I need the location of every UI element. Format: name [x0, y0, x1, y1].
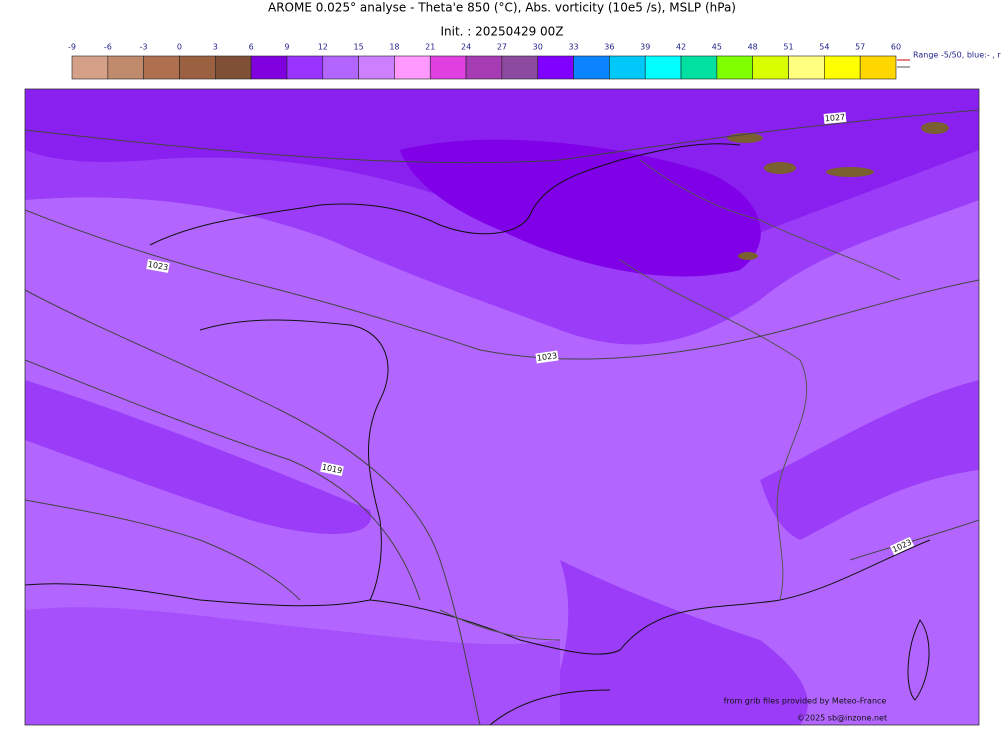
colorbar: -9 -6 -3 0 3 6 9 12 15 18 21 24 27 30 33 36 39 42 45 48 51 54…: [68, 43, 901, 80]
isobar-label: 1023: [535, 350, 559, 364]
colorbar-box: [465, 55, 503, 80]
colorbar-box: [429, 55, 467, 80]
coastlines: [25, 143, 931, 725]
colorbar-box: [859, 55, 897, 80]
isobar-label: 1023: [146, 259, 170, 273]
isobar-label: 1027: [823, 112, 847, 124]
colorbar-tick-label: 36: [604, 43, 614, 52]
colorbar-box: [501, 55, 539, 80]
colorbar-box: [537, 55, 574, 80]
isobar-label: 1019: [320, 461, 344, 477]
colorbar-tick-label: 24: [461, 43, 471, 52]
colorbar-tick-label: 33: [568, 43, 578, 52]
colorbar-box: [752, 55, 789, 80]
colorbar-box: [358, 55, 395, 80]
isobar-label-text: 1027: [824, 113, 845, 124]
colorbar-box: [573, 55, 610, 80]
colorbar-box: [250, 55, 288, 80]
colorbar-box: [286, 55, 324, 80]
colorbar-tick-label: 0: [177, 43, 182, 52]
colorbar-tick-label: 12: [318, 43, 328, 52]
range-note: Range -5/50, blue:- , r: [913, 51, 1001, 60]
copyright: ©2025 sb@inzone.net: [797, 714, 887, 723]
isobar-label-text: 1023: [536, 351, 557, 363]
map-frame: [24, 88, 980, 726]
borders: [439, 159, 901, 641]
colorbar-tick-label: 18: [389, 43, 399, 52]
isobar-label-bg: [320, 461, 344, 477]
isobar-label-bg: [823, 112, 847, 124]
colorbar-box: [107, 55, 144, 80]
colorbar-tick-label: 9: [284, 43, 289, 52]
isobars: [25, 109, 979, 725]
colorbar-box: [716, 55, 753, 80]
colorbar-tick-label: 45: [712, 43, 722, 52]
colorbar-tick-label: 54: [819, 43, 829, 52]
colorbar-tick-label: -3: [140, 43, 148, 52]
isobar-label-text: 1023: [147, 260, 169, 272]
isobar-label-bg: [889, 536, 915, 556]
colorbar-tick-label: 21: [425, 43, 435, 52]
colorbar-box: [824, 55, 861, 80]
colorbar-tick-label: 15: [354, 43, 364, 52]
colorbar-tick-label: 30: [533, 43, 543, 52]
colorbar-box: [644, 55, 682, 80]
colorbar-box: [143, 55, 180, 80]
colorbar-tick-label: 6: [249, 43, 254, 52]
colorbar-tick-label: -9: [68, 43, 76, 52]
colorbar-box: [179, 55, 216, 80]
colorbar-box: [215, 55, 252, 80]
credit: from grib files provided by Meteo-France: [724, 697, 887, 706]
colorbar-tick-label: 42: [676, 43, 686, 52]
init-time: Init. : 20250429 00Z: [440, 25, 563, 39]
isobar-label-text: 1019: [321, 462, 343, 475]
colorbar-tick-label: 3: [213, 43, 218, 52]
colorbar-tick-label: 48: [748, 43, 758, 52]
colorbar-tick-label: 57: [855, 43, 865, 52]
colorbar-tick-label: 39: [640, 43, 650, 52]
isobar-label-bg: [146, 259, 170, 273]
title: AROME 0.025° analyse - Theta'e 850 (°C),…: [268, 1, 736, 15]
colorbar-box: [71, 55, 109, 80]
colorbar-tick-label: 60: [891, 43, 901, 52]
colorbar-tick-label: 27: [497, 43, 507, 52]
colorbar-tick-label: -6: [104, 43, 112, 52]
colorbar-box: [322, 55, 359, 80]
colorbar-tick-label: 51: [783, 43, 793, 52]
colorbar-box: [788, 55, 825, 80]
colorbar-box: [680, 55, 718, 80]
colorbar-box: [609, 55, 646, 80]
isobar-label-bg: [535, 350, 559, 364]
colorbar-box: [394, 55, 431, 80]
